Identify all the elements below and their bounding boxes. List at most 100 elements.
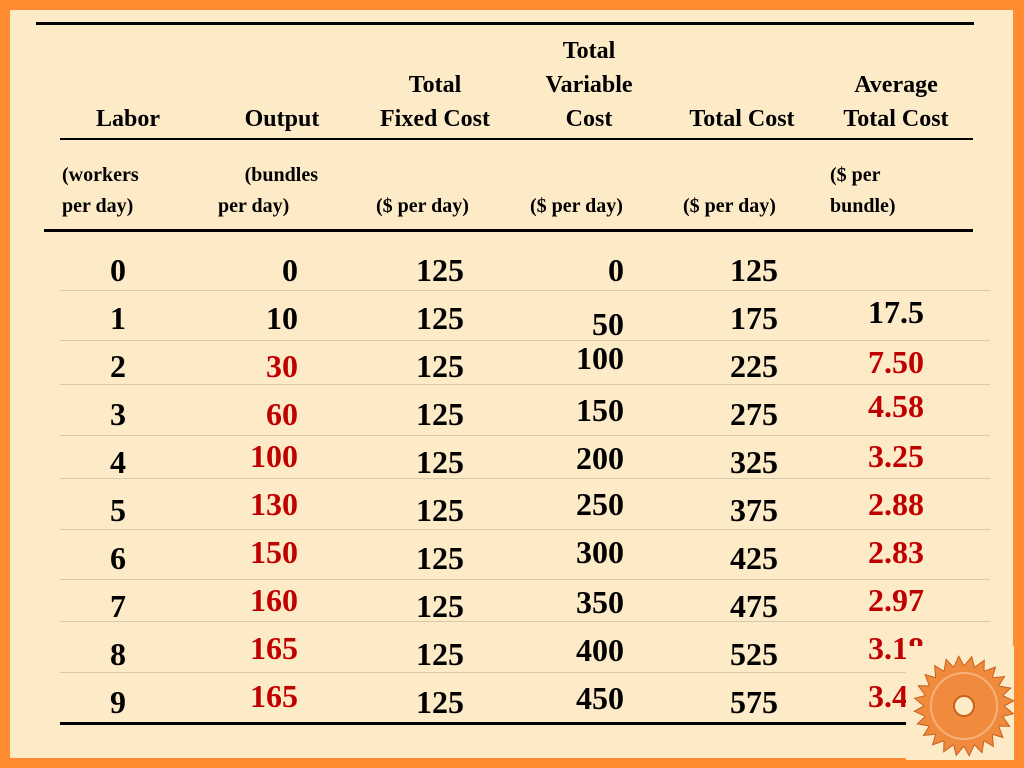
units-labor: (workers per day) xyxy=(62,160,139,222)
header-total-fixed-cost: Total Fixed Cost xyxy=(362,68,508,136)
cell-tc: 525 xyxy=(730,636,778,672)
cell-atc: 3.25 xyxy=(868,438,924,474)
cell-tvc: 450 xyxy=(576,680,624,716)
cell-labor: 3 xyxy=(110,396,126,432)
cell-tvc: 0 xyxy=(608,252,624,288)
cell-tc: 225 xyxy=(730,348,778,384)
cell-tvc: 350 xyxy=(576,584,624,620)
cell-tvc: 300 xyxy=(576,534,624,570)
header-line: Average xyxy=(854,72,938,98)
cell-tfc: 125 xyxy=(416,684,464,720)
units-output: (bundles per day) xyxy=(214,160,318,222)
cell-output: 60 xyxy=(266,396,298,432)
header-line: Labor xyxy=(95,106,160,132)
cell-atc: 2.88 xyxy=(868,486,924,522)
cell-tc: 375 xyxy=(730,492,778,528)
cell-output: 150 xyxy=(250,534,298,570)
unit-line: per day) xyxy=(218,195,290,217)
header-line: Fixed Cost xyxy=(380,106,490,132)
cell-tvc: 250 xyxy=(576,486,624,522)
units-divider xyxy=(44,229,973,232)
header-line: Output xyxy=(244,106,320,132)
header-line: Variable xyxy=(545,72,633,98)
header-line: Total Cost xyxy=(843,106,949,132)
header-average-total-cost: Average Total Cost xyxy=(826,68,966,136)
cell-tc: 175 xyxy=(730,300,778,336)
cell-tc: 575 xyxy=(730,684,778,720)
unit-line: bundle) xyxy=(830,195,896,217)
cell-tfc: 125 xyxy=(416,348,464,384)
header-labor: Labor xyxy=(70,102,186,136)
cell-output: 10 xyxy=(266,300,298,336)
header-line: Total Cost xyxy=(689,106,795,132)
header-divider xyxy=(60,138,973,140)
row-divider xyxy=(60,290,990,291)
row-divider xyxy=(60,478,990,479)
cell-tfc: 125 xyxy=(416,588,464,624)
cell-tfc: 125 xyxy=(416,252,464,288)
unit-line: (bundles xyxy=(244,164,318,186)
cell-tfc: 125 xyxy=(416,540,464,576)
unit-line: per day) xyxy=(62,195,134,217)
units-average-total-cost: ($ per bundle) xyxy=(830,160,896,222)
cell-labor: 1 xyxy=(110,300,126,336)
cell-tvc: 400 xyxy=(576,632,624,668)
cell-output: 165 xyxy=(250,630,298,666)
cell-labor: 7 xyxy=(110,588,126,624)
header-total-variable-cost: Total Variable Cost xyxy=(524,34,654,136)
row-divider xyxy=(60,435,990,436)
unit-line: ($ per day) xyxy=(530,195,623,217)
row-divider xyxy=(60,384,990,385)
cell-tfc: 125 xyxy=(416,492,464,528)
cell-tc: 125 xyxy=(730,252,778,288)
unit-line: ($ per xyxy=(830,164,881,186)
units-total-variable-cost: ($ per day) xyxy=(530,191,623,222)
header-output: Output xyxy=(222,102,342,136)
cell-output: 0 xyxy=(282,252,298,288)
unit-line: (workers xyxy=(62,164,139,186)
cell-labor: 4 xyxy=(110,444,126,480)
cell-atc: 2.97 xyxy=(868,582,924,618)
header-line: Cost xyxy=(565,106,613,132)
cell-tvc: 50 xyxy=(592,306,624,342)
cell-atc: 2.83 xyxy=(868,534,924,570)
row-divider xyxy=(60,672,990,673)
table-top-rule xyxy=(36,22,974,25)
cell-tc: 325 xyxy=(730,444,778,480)
header-total-cost: Total Cost xyxy=(672,102,812,136)
cell-tfc: 125 xyxy=(416,636,464,672)
units-total-cost: ($ per day) xyxy=(683,191,776,222)
cell-atc: 7.50 xyxy=(868,344,924,380)
row-divider xyxy=(60,529,990,530)
row-divider xyxy=(60,621,990,622)
cell-tfc: 125 xyxy=(416,396,464,432)
units-total-fixed-cost: ($ per day) xyxy=(376,191,469,222)
cell-labor: 9 xyxy=(110,684,126,720)
cell-tvc: 150 xyxy=(576,392,624,428)
cell-tvc: 100 xyxy=(576,340,624,376)
saw-blade-icon xyxy=(906,646,1014,760)
unit-line: ($ per day) xyxy=(683,195,776,217)
table-bottom-rule xyxy=(60,722,990,725)
row-divider xyxy=(60,579,990,580)
cell-atc: 17.5 xyxy=(868,294,924,330)
cell-output: 130 xyxy=(250,486,298,522)
cell-output: 100 xyxy=(250,438,298,474)
cell-tc: 275 xyxy=(730,396,778,432)
row-divider xyxy=(60,340,990,341)
cell-labor: 8 xyxy=(110,636,126,672)
cell-output: 160 xyxy=(250,582,298,618)
header-line: Total xyxy=(408,72,462,98)
unit-line: ($ per day) xyxy=(376,195,469,217)
cell-tvc: 200 xyxy=(576,440,624,476)
cell-tfc: 125 xyxy=(416,300,464,336)
header-line: Total xyxy=(562,38,616,64)
cell-labor: 0 xyxy=(110,252,126,288)
cell-tc: 475 xyxy=(730,588,778,624)
cell-output: 30 xyxy=(266,348,298,384)
cell-tc: 425 xyxy=(730,540,778,576)
cell-atc: 4.58 xyxy=(868,388,924,424)
cell-labor: 5 xyxy=(110,492,126,528)
cell-output: 165 xyxy=(250,678,298,714)
cell-tfc: 125 xyxy=(416,444,464,480)
